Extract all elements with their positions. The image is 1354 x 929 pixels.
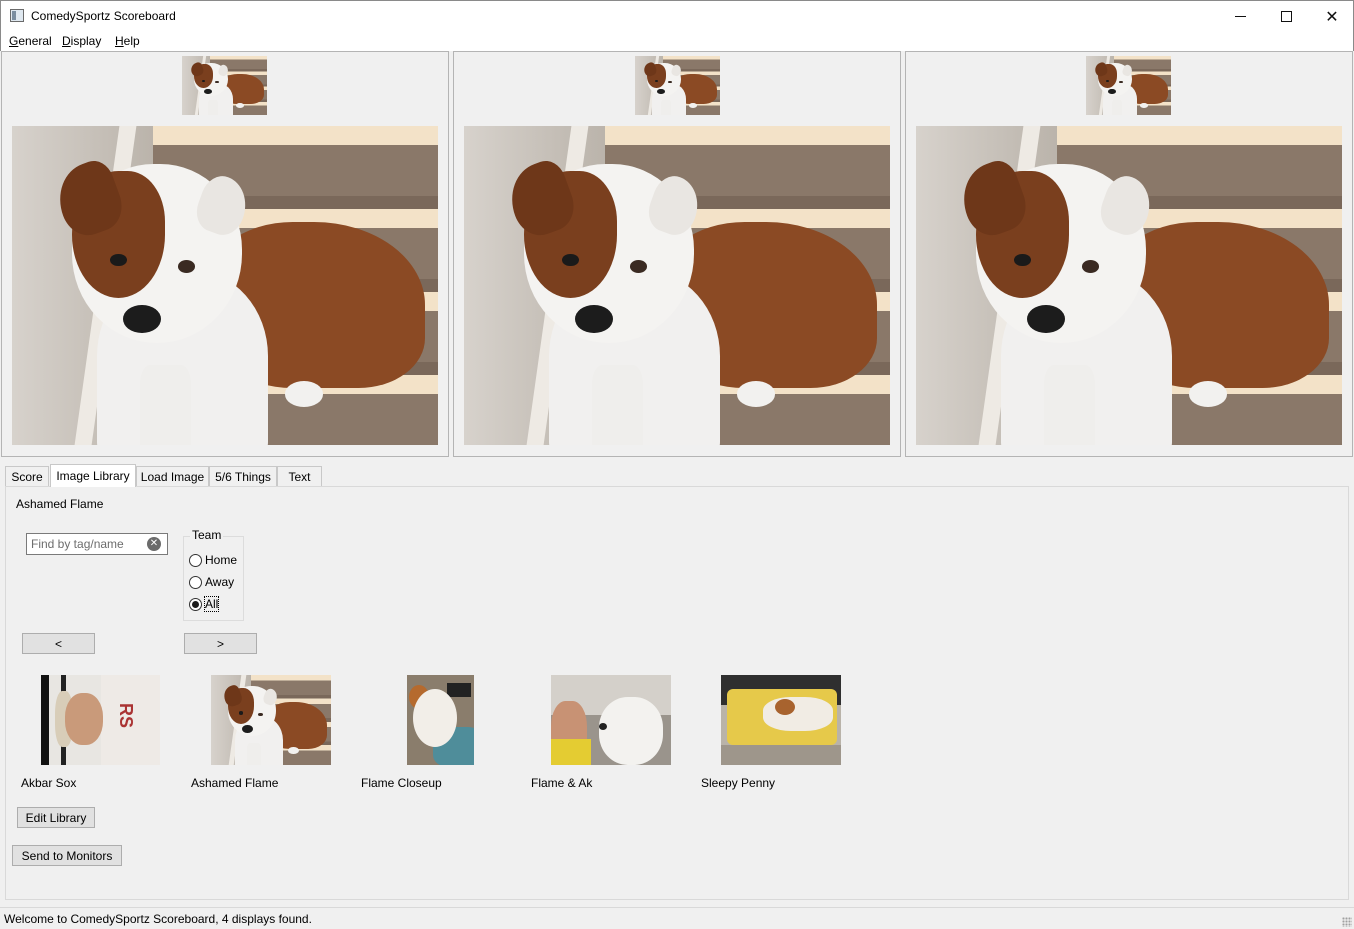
status-message: Welcome to ComedySportz Scoreboard, 4 di… <box>4 912 312 926</box>
display-preview-2 <box>453 51 901 457</box>
title-bar: ComedySportz Scoreboard ✕ <box>0 0 1354 31</box>
radio-home-circle[interactable] <box>189 553 202 567</box>
display-thumbnail <box>182 56 267 115</box>
display-image <box>12 126 438 445</box>
dog-photo <box>635 56 720 115</box>
menu-bar: General Display Help <box>0 31 1354 51</box>
menu-general[interactable]: General <box>9 34 52 48</box>
radio-all[interactable]: All <box>189 596 220 612</box>
send-to-monitors-button[interactable]: Send to Monitors <box>12 845 122 866</box>
tab-load-image[interactable]: Load Image <box>136 466 209 486</box>
dog-closeup-photo <box>407 675 474 765</box>
dog-photo <box>211 675 331 765</box>
library-thumbnail[interactable] <box>721 675 841 765</box>
search-field[interactable]: ✕ <box>26 533 168 555</box>
tab-score[interactable]: Score <box>5 466 49 486</box>
dog-photo <box>916 126 1342 445</box>
status-bar: Welcome to ComedySportz Scoreboard, 4 di… <box>0 907 1354 929</box>
display-preview-3 <box>905 51 1353 457</box>
display-image <box>916 126 1342 445</box>
maximize-icon <box>1280 10 1292 22</box>
radio-all-label: All <box>203 596 220 612</box>
library-item-ashamed-flame[interactable]: Ashamed Flame <box>191 675 351 795</box>
edit-library-button[interactable]: Edit Library <box>17 807 95 828</box>
clear-search-icon[interactable]: ✕ <box>147 537 161 551</box>
menu-help[interactable]: Help <box>115 34 140 48</box>
library-item-flame-and-ak[interactable]: Flame & Ak <box>531 675 691 795</box>
dog-photo <box>464 126 890 445</box>
radio-home-label: Home <box>205 553 238 567</box>
display-preview-1 <box>1 51 449 457</box>
dog-photo <box>12 126 438 445</box>
library-item-label: Flame & Ak <box>531 776 593 790</box>
close-icon: ✕ <box>1325 6 1339 26</box>
resize-grip-icon[interactable] <box>1342 917 1352 927</box>
previous-page-button[interactable]: < <box>22 633 95 654</box>
menu-display[interactable]: Display <box>62 34 102 48</box>
tab-5-6-things[interactable]: 5/6 Things <box>209 466 277 486</box>
library-item-akbar-sox[interactable]: Akbar Sox <box>21 675 181 795</box>
person-photo <box>41 675 160 765</box>
radio-away[interactable]: Away <box>189 574 234 590</box>
close-button[interactable]: ✕ <box>1309 1 1354 31</box>
tab-text[interactable]: Text <box>277 466 322 486</box>
radio-all-circle[interactable] <box>189 597 202 611</box>
radio-away-circle[interactable] <box>189 575 202 589</box>
dog-photo <box>182 56 267 115</box>
sleeping-dog-photo <box>721 675 841 765</box>
tab-image-library[interactable]: Image Library <box>50 464 136 487</box>
library-item-label: Sleepy Penny <box>701 776 776 790</box>
library-item-label: Ashamed Flame <box>191 776 279 790</box>
man-and-dog-photo <box>551 675 671 765</box>
search-input[interactable] <box>27 534 145 554</box>
display-thumbnail <box>635 56 720 115</box>
library-item-label: Flame Closeup <box>361 776 442 790</box>
selected-image-name: Ashamed Flame <box>16 497 104 511</box>
library-thumbnail[interactable] <box>211 675 331 765</box>
app-icon <box>10 9 24 22</box>
library-item-label: Akbar Sox <box>21 776 77 790</box>
next-page-button[interactable]: > <box>184 633 257 654</box>
library-thumbnail[interactable] <box>407 675 474 765</box>
radio-home[interactable]: Home <box>189 552 237 568</box>
library-item-sleepy-penny[interactable]: Sleepy Penny <box>701 675 861 795</box>
library-thumbnail[interactable] <box>41 675 160 765</box>
window-title: ComedySportz Scoreboard <box>31 9 176 23</box>
library-thumbnail[interactable] <box>551 675 671 765</box>
library-item-flame-closeup[interactable]: Flame Closeup <box>361 675 521 795</box>
team-group-title: Team <box>190 528 224 542</box>
display-image <box>464 126 890 445</box>
maximize-button[interactable] <box>1263 1 1309 31</box>
dog-photo <box>1086 56 1171 115</box>
minimize-button[interactable] <box>1217 1 1263 31</box>
minimize-icon <box>1234 15 1246 17</box>
display-thumbnail <box>1086 56 1171 115</box>
radio-away-label: Away <box>205 575 235 589</box>
